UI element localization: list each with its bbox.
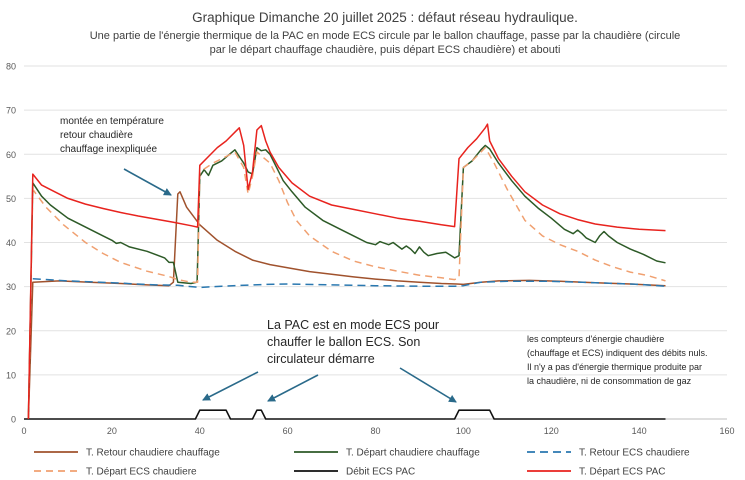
x-tick-label: 0 (21, 426, 26, 436)
x-tick-label: 120 (544, 426, 559, 436)
annotation-top-left: montée en température retour chaudière c… (60, 116, 164, 155)
annotation-arrow (399, 367, 457, 403)
annotation-arrows (123, 168, 457, 403)
legend-label: T. Départ ECS PAC (579, 467, 666, 478)
x-tick-label: 160 (719, 426, 734, 436)
annotation-center: La PAC est en mode ECS pour chauffer le … (267, 318, 439, 366)
annotation-line: chauffage inexpliquée (60, 144, 158, 155)
annotation-line: les compteurs d'énergie chaudière (527, 334, 664, 344)
series-line-6 (27, 123, 666, 420)
series-line-2 (27, 144, 666, 420)
x-tick-label: 100 (456, 426, 471, 436)
y-tick-label: 60 (6, 150, 16, 160)
annotation-line: la chaudière, ni de consommation de gaz (527, 376, 692, 386)
annotation-line: La PAC est en mode ECS pour (267, 318, 439, 332)
legend-item: T. Retour ECS chaudiere (527, 448, 690, 459)
annotation-right: les compteurs d'énergie chaudière (chauf… (527, 334, 707, 386)
y-tick-label: 70 (6, 106, 16, 116)
x-tick-label: 40 (195, 426, 205, 436)
series-line-5 (24, 409, 666, 420)
annotation-arrow (202, 371, 259, 401)
legend-label: Débit ECS PAC (346, 467, 415, 478)
series-lines (24, 123, 666, 420)
y-axis-ticks: 0 10 20 30 40 50 60 70 80 (6, 62, 16, 425)
annotation-line: chauffer le ballon ECS. Son (267, 335, 420, 349)
x-tick-label: 20 (107, 426, 117, 436)
y-tick-label: 0 (11, 415, 16, 425)
title-group: Graphique Dimanche 20 juillet 2025 : déf… (90, 10, 681, 56)
annotation-arrow (267, 374, 319, 402)
chart-subtitle-line: Une partie de l'énergie thermique de la … (90, 30, 681, 42)
y-tick-label: 80 (6, 62, 16, 72)
chart-subtitle-line: par le départ chauffage chaudière, puis … (210, 44, 561, 56)
annotation-line: retour chaudière (60, 130, 133, 141)
legend-label: T. Départ chaudiere chauffage (346, 448, 480, 459)
x-axis-ticks: 0 20 40 60 80 100 120 140 160 (21, 426, 734, 436)
y-tick-label: 40 (6, 238, 16, 248)
legend-item: T. Départ chaudiere chauffage (294, 448, 480, 459)
x-tick-label: 80 (370, 426, 380, 436)
annotation-line: circulateur démarre (267, 352, 375, 366)
x-tick-label: 60 (283, 426, 293, 436)
y-tick-label: 10 (6, 370, 16, 380)
series-line-4 (27, 146, 666, 420)
y-tick-label: 50 (6, 194, 16, 204)
legend: T. Retour chaudiere chauffage T. Départ c… (34, 448, 690, 478)
legend-item: T. Retour chaudiere chauffage (34, 448, 220, 459)
annotation-line: montée en température (60, 116, 164, 127)
legend-label: T. Retour ECS chaudiere (579, 448, 690, 459)
legend-item: Débit ECS PAC (294, 467, 415, 478)
annotation-line: Il n'y a pas d'énergie thermique produit… (527, 362, 702, 372)
y-tick-label: 20 (6, 326, 16, 336)
y-tick-label: 30 (6, 282, 16, 292)
legend-item: T. Départ ECS chaudiere (34, 467, 197, 478)
x-tick-label: 140 (632, 426, 647, 436)
legend-item: T. Départ ECS PAC (527, 467, 666, 478)
gridlines (24, 65, 727, 420)
series-line-3 (32, 277, 666, 289)
legend-label: T. Départ ECS chaudiere (86, 467, 197, 478)
annotation-line: (chauffage et ECS) indiquent des débits … (527, 348, 707, 358)
legend-label: T. Retour chaudiere chauffage (86, 448, 220, 459)
annotation-arrow (123, 168, 172, 196)
annotations: montée en température retour chaudière c… (60, 116, 707, 386)
chart-title: Graphique Dimanche 20 juillet 2025 : déf… (192, 10, 578, 25)
